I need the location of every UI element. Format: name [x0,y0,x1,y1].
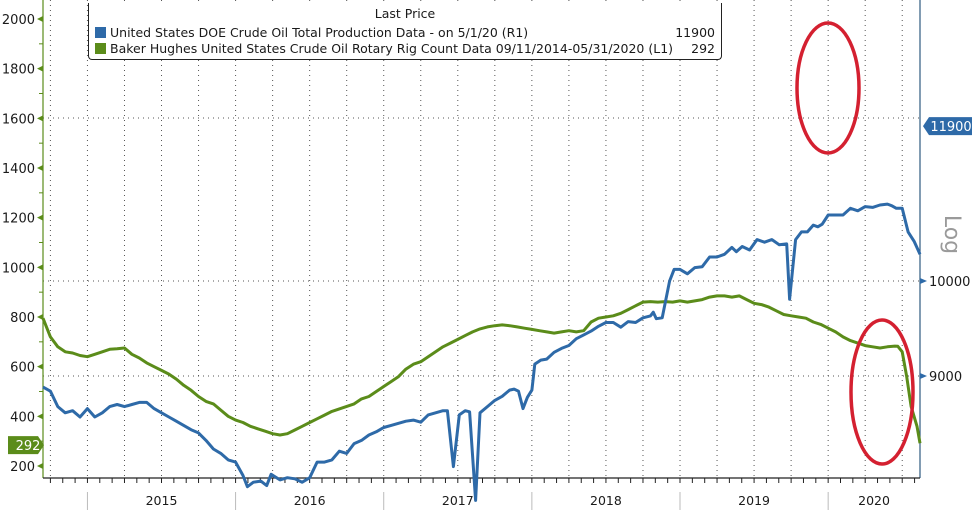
left-tick-marker [37,413,43,420]
gridlines [43,0,920,478]
left-tick-label: 600 [10,361,35,376]
left-value-badge-text: 292 [16,439,41,454]
left-tick-label: 1600 [2,112,35,127]
left-tick-marker [37,115,43,122]
series-line-rig-count [41,294,922,444]
legend-entry-name: Baker Hughes United States Crude Oil Rot… [110,40,674,56]
left-tick-label: 1800 [2,63,35,78]
legend-entry-name: United States DOE Crude Oil Total Produc… [110,24,529,40]
right-tick-marker [920,278,927,284]
x-year-label: 2018 [590,493,622,508]
legend: Last Price United States DOE Crude Oil T… [88,3,722,60]
series-layer [41,202,922,502]
log-scale-label: Log [939,214,965,255]
left-tick-marker [37,16,43,22]
left-tick-label: 1200 [2,212,35,227]
legend-entry-value: 292 [691,40,715,56]
right-tick-label: 10000 [929,275,970,290]
left-axis: 2000 1800 1600 1400 1200 1000 800 600 400 200 [2,0,44,478]
x-year-label: 2019 [738,493,770,508]
legend-entry-value: 11900 [675,24,715,40]
annotation-ellipse-rig-count [849,318,915,466]
legend-title: Last Price [374,6,436,21]
left-tick-marker [37,65,43,72]
series-line-production [42,202,922,502]
left-tick-marker [37,463,43,469]
right-tick-label: 9000 [929,370,962,385]
left-tick-label: 800 [10,311,35,326]
left-tick-label: 1400 [2,162,35,177]
x-year-label: 2016 [294,493,326,508]
left-tick-marker [37,264,43,271]
right-value-badge [923,117,972,136]
x-year-label: 2017 [442,493,474,508]
legend-swatch-blue [95,26,106,38]
left-tick-marker [37,363,43,370]
x-year-label: 2015 [146,493,178,508]
legend-entry-production[interactable]: United States DOE Crude Oil Total Produc… [95,24,715,40]
left-tick-label: 1000 [2,261,35,276]
x-axis: 2015 2016 2017 2018 2019 2020 [43,477,920,510]
legend-swatch-green [95,42,106,54]
left-tick-marker [37,165,43,171]
x-year-label: 2020 [858,493,890,508]
annotation-ellipse-production [795,21,861,155]
right-tick-marker [920,373,927,379]
left-tick-marker [37,314,43,320]
left-tick-label: 400 [10,410,35,425]
right-axis: 10000 9000 [919,0,970,478]
left-tick-label: 200 [10,460,35,475]
left-value-badge [8,436,44,455]
legend-entry-rig-count[interactable]: Baker Hughes United States Crude Oil Rot… [95,40,715,56]
annotation-layer [795,21,915,466]
right-value-badge-text: 11900 [930,120,971,135]
left-tick-label: 2000 [2,13,35,28]
value-badges: 11900 292 [8,117,972,455]
left-tick-marker [37,214,43,221]
